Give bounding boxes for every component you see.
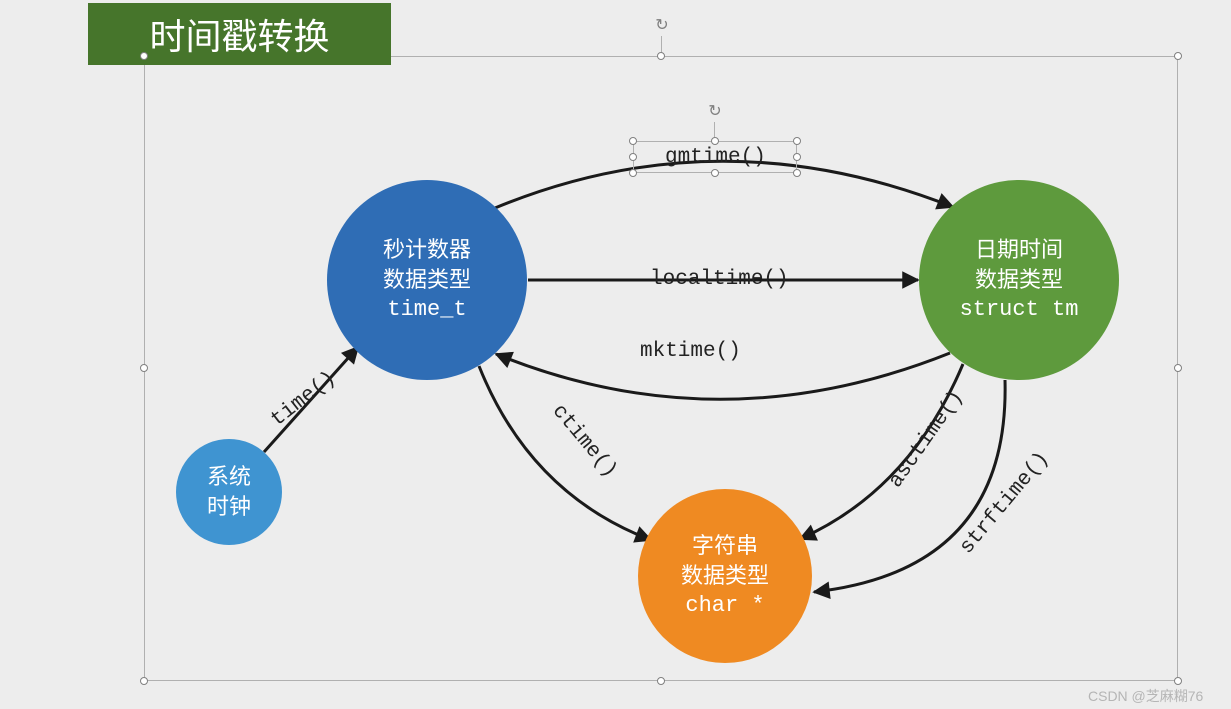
title-banner: 时间戳转换	[88, 3, 391, 65]
selection-handle[interactable]	[629, 153, 637, 161]
title-text: 时间戳转换	[149, 8, 329, 60]
selection-handle[interactable]	[629, 169, 637, 177]
selection-handle[interactable]	[140, 677, 148, 685]
selection-handle[interactable]	[657, 52, 665, 60]
selection-handle[interactable]	[1174, 52, 1182, 60]
selection-handle[interactable]	[793, 137, 801, 145]
rotate-handle-icon[interactable]: ↻	[654, 18, 670, 34]
selection-handle[interactable]	[1174, 677, 1182, 685]
selection-handle[interactable]	[140, 52, 148, 60]
selection-handle[interactable]	[1174, 364, 1182, 372]
rotate-handle-icon[interactable]: ↻	[707, 104, 723, 120]
selection-handle[interactable]	[793, 153, 801, 161]
selection-handle[interactable]	[629, 137, 637, 145]
selection-handle[interactable]	[657, 677, 665, 685]
selection-handle[interactable]	[793, 169, 801, 177]
diagram-canvas: ↻ ↻ 时间戳转换 系统 时钟 秒计数器 数据类型 time_t 日期时间 数据…	[0, 0, 1231, 709]
selection-handle[interactable]	[140, 364, 148, 372]
watermark: CSDN @芝麻糊76	[1088, 686, 1203, 706]
selection-handle[interactable]	[711, 169, 719, 177]
selection-handle[interactable]	[711, 137, 719, 145]
